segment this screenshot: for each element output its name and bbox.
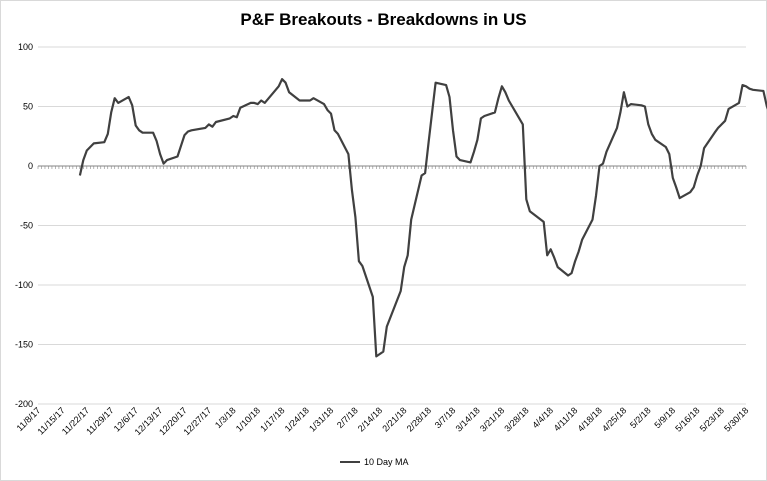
y-tick-label: 0 — [28, 161, 33, 171]
x-tick-label: 1/10/18 — [234, 405, 262, 433]
legend: 10 Day MA — [340, 457, 409, 467]
x-tick-label: 1/24/18 — [283, 405, 311, 433]
x-tick-label: 5/16/18 — [673, 405, 701, 433]
chart-title: P&F Breakouts - Breakdowns in US — [240, 10, 527, 29]
x-tick-label: 4/25/18 — [600, 405, 628, 433]
x-tick-label: 3/14/18 — [454, 405, 482, 433]
x-tick-label: 2/14/18 — [356, 405, 384, 433]
y-tick-label: 100 — [18, 42, 33, 52]
legend-label: 10 Day MA — [364, 457, 409, 467]
x-tick-label: 1/31/18 — [307, 405, 335, 433]
x-tick-label: 4/11/18 — [552, 405, 580, 433]
x-tick-label: 2/21/18 — [380, 405, 408, 433]
x-tick-label: 3/21/18 — [478, 405, 506, 433]
x-tick-label: 4/18/18 — [576, 405, 604, 433]
x-tick-label: 3/28/18 — [502, 405, 530, 433]
y-tick-label: -50 — [20, 221, 33, 231]
series-line — [78, 78, 767, 358]
x-tick-label: 5/23/18 — [698, 405, 726, 433]
legend-swatch — [340, 461, 360, 463]
y-tick-label: 50 — [23, 102, 33, 112]
y-tick-label: -200 — [15, 399, 33, 409]
x-tick-label: 1/17/18 — [258, 405, 286, 433]
x-tick-label: 5/30/18 — [722, 405, 750, 433]
y-tick-label: -150 — [15, 340, 33, 350]
y-tick-label: -100 — [15, 280, 33, 290]
x-tick-label: 11/29/17 — [84, 405, 115, 436]
x-tick-label: 5/2/18 — [628, 405, 653, 430]
x-tick-label: 2/28/18 — [405, 405, 433, 433]
